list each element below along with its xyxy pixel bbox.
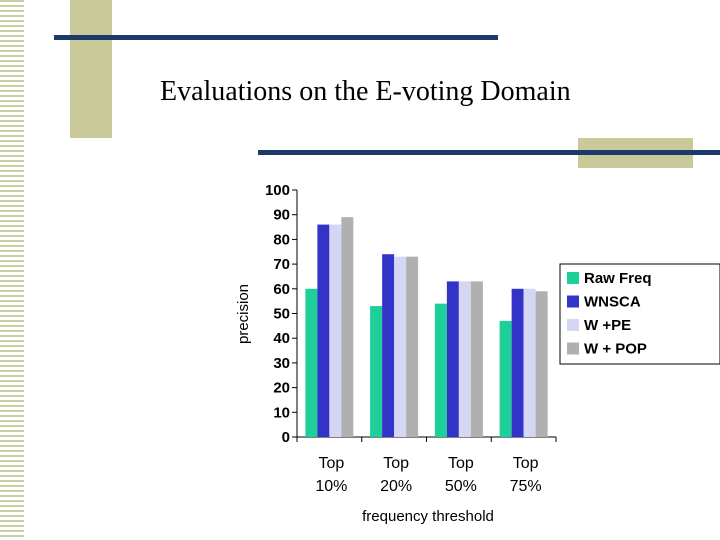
decorative-block-top-left (70, 0, 112, 138)
legend-label-3: W +PE (584, 317, 631, 334)
bar-2-3 (446, 281, 459, 437)
decorative-bar-top (54, 35, 498, 40)
x-category-label: Top (448, 455, 474, 472)
y-tick-label: 100 (265, 182, 290, 199)
bar-2-1 (317, 224, 330, 437)
x-category-label: 50% (445, 478, 477, 495)
y-tick-label: 70 (273, 256, 290, 273)
x-category-label: Top (513, 455, 539, 472)
bar-1-2 (370, 306, 383, 437)
bar-4-4 (535, 291, 548, 437)
y-tick-label: 0 (282, 429, 290, 446)
x-category-label: Top (318, 455, 344, 472)
legend-label-4: W + POP (584, 341, 647, 358)
y-tick-label: 90 (273, 207, 290, 224)
x-axis-title: frequency threshold (362, 508, 494, 525)
legend-label-2: WNSCA (584, 294, 641, 311)
bar-3-1 (329, 224, 342, 437)
y-tick-label: 40 (273, 330, 290, 347)
bar-4-2 (406, 256, 419, 437)
decorative-bar-middle (258, 150, 720, 155)
legend-swatch-4 (567, 342, 579, 355)
legend-swatch-2 (567, 295, 579, 308)
legend-swatch-3 (567, 319, 579, 331)
y-tick-label: 80 (273, 231, 290, 248)
y-axis-title: precision (235, 284, 252, 344)
decorative-stripes (0, 0, 24, 540)
bar-3-3 (458, 281, 471, 437)
y-tick-label: 50 (273, 306, 290, 323)
legend-box (559, 263, 720, 365)
bar-1-4 (499, 320, 512, 437)
x-category-label: Top (383, 455, 409, 472)
bar-3-4 (523, 288, 536, 437)
bar-4-3 (470, 281, 483, 437)
y-tick-label: 20 (273, 380, 290, 397)
y-tick-label: 30 (273, 355, 290, 372)
bar-2-2 (382, 254, 395, 437)
legend-swatch-1 (567, 272, 579, 284)
y-tick-label: 60 (273, 281, 290, 298)
bar-3-2 (394, 256, 407, 437)
bar-1-1 (305, 288, 318, 437)
y-tick-label: 10 (273, 404, 290, 421)
legend-label-1: Raw Freq (584, 270, 652, 287)
bar-1-3 (434, 303, 447, 437)
bar-2-4 (511, 288, 524, 437)
x-category-label: 20% (380, 478, 412, 495)
slide-title: Evaluations on the E-voting Domain (160, 76, 571, 107)
x-category-label: 10% (315, 478, 347, 495)
bar-4-1 (341, 217, 354, 437)
x-category-label: 75% (510, 478, 542, 495)
